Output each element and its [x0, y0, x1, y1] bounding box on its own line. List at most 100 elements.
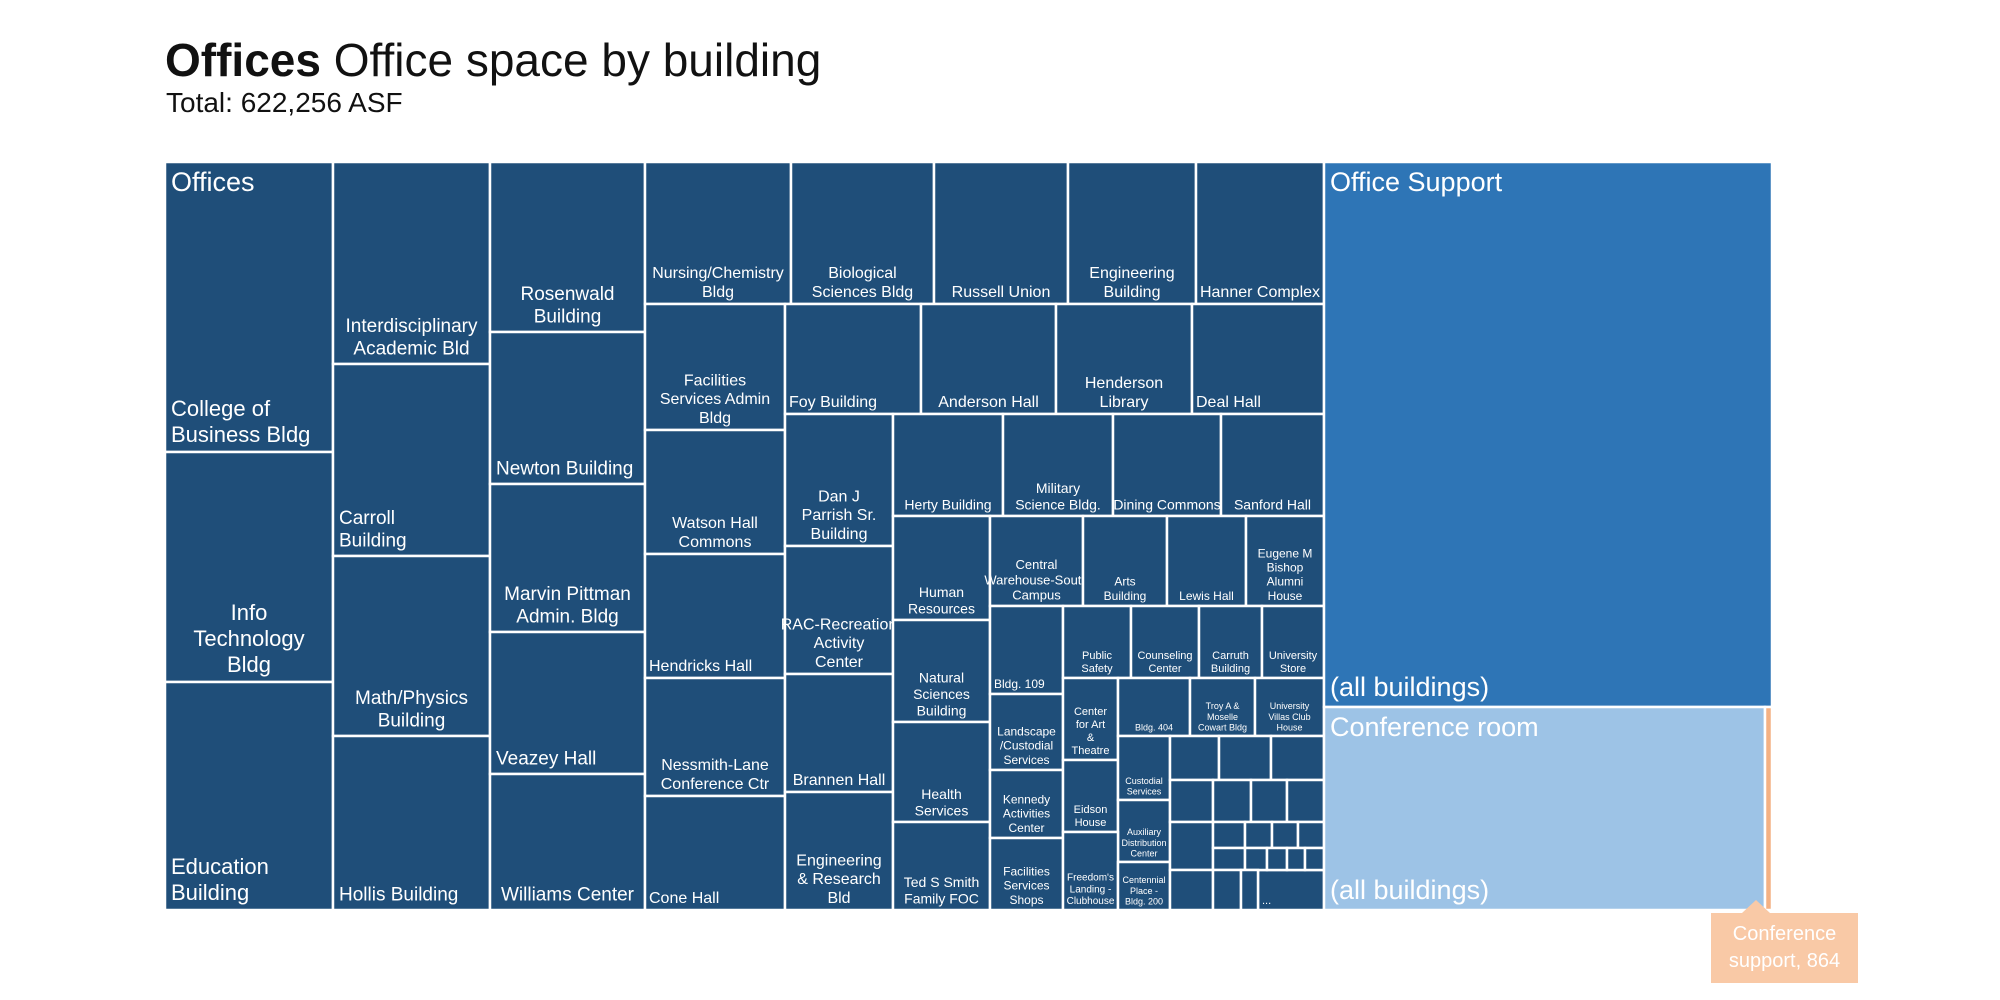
- treemap-cell-office-support: [1322, 160, 1774, 709]
- treemap-cell-carroll-building: [331, 362, 492, 558]
- treemap-cell-human-resources-label: Human Resources: [908, 584, 975, 617]
- treemap-cell-troy-a-moselle-cowart-bldg-label: Troy A & Moselle Cowart Bldg: [1198, 701, 1247, 732]
- treemap-cell-central-warehouse-south-campus: [988, 514, 1085, 608]
- treemap-cell-henderson-library-label: Henderson Library: [1085, 375, 1163, 411]
- office-support-all-buildings-label: (all buildings): [1330, 672, 1489, 702]
- treemap-cell-interdisciplinary-academic-bld: [331, 160, 492, 366]
- treemap-cell-sanford-hall: [1219, 412, 1326, 518]
- treemap-cell-small-10: [1243, 820, 1274, 850]
- treemap-cell-small-9: [1211, 820, 1247, 850]
- callout-pointer: [1742, 900, 1770, 913]
- treemap-cell-dining-commons-label: Dining Commons: [1113, 496, 1220, 512]
- group-label-offices: Offices: [171, 167, 255, 197]
- treemap-cell-ted-s-smith-family-foc: [891, 820, 992, 912]
- treemap-cell-nessmith-lane-conference-ctr: [643, 676, 787, 798]
- treemap-cell-rac-recreation-activity-center: [783, 544, 895, 676]
- treemap-cell-marvin-pittman-admin-bldg: [488, 482, 647, 634]
- chart-title-bold: Offices: [165, 34, 321, 86]
- treemap-cell-info-technology-bldg-label: Info Technology Bldg: [193, 600, 304, 677]
- treemap-cell-health-services: [891, 720, 992, 824]
- treemap-cell-military-science-bldg-label: Military Science Bldg.: [1015, 480, 1101, 513]
- treemap-cell-williams-center: [488, 772, 647, 912]
- treemap-cell-small-2: [1217, 734, 1273, 782]
- chart-subtitle: Total: 622,256 ASF: [166, 87, 403, 118]
- treemap-cell-hanner-complex: [1194, 160, 1326, 306]
- treemap-cell-newton-building: [488, 330, 647, 486]
- treemap-cell-auxiliary-distribution-center-label: Auxiliary Distribution Center: [1121, 827, 1166, 858]
- treemap-cell-natural-sciences-building-label: Natural Sciences Building: [913, 669, 970, 718]
- treemap-cell-small-3: [1269, 734, 1326, 782]
- treemap-cell-dan-j-parrish-sr-building-label: Dan J Parrish Sr. Building: [802, 488, 877, 543]
- treemap-cell-facilities-services-admin-bldg-label: Facilities Services Admin Bldg: [660, 372, 770, 427]
- treemap-cell-foy-building-label: Foy Building: [789, 394, 877, 411]
- treemap-cell-eidson-house-label: Eidson House: [1074, 804, 1108, 829]
- treemap-cell-rosenwald-building-label: Rosenwald Building: [521, 284, 615, 327]
- treemap-cell-university-store-label: University Store: [1269, 650, 1318, 675]
- treemap-cell-russell-union-label: Russell Union: [952, 284, 1051, 301]
- treemap-cell-carroll-building-label: Carroll Building: [339, 508, 407, 551]
- treemap-cell-freedom-s-landing-clubhouse-label: Freedom's Landing -Clubhouse: [1067, 873, 1115, 908]
- treemap-cell-public-safety-label: Public Safety: [1081, 650, 1113, 675]
- treemap-cell-marvin-pittman-admin-bldg-label: Marvin Pittman Admin. Bldg: [504, 584, 631, 627]
- treemap-cell-ted-s-smith-family-foc-label: Ted S Smith Family FOC: [904, 874, 979, 907]
- treemap-cell-watson-hall-commons-label: Watson Hall Commons: [672, 515, 758, 551]
- treemap-cell-education-building: [163, 680, 335, 912]
- conference-room-all-buildings-label: (all buildings): [1330, 875, 1489, 905]
- treemap-cell-herty-building-label: Herty Building: [904, 496, 991, 512]
- treemap-cell-troy-a-moselle-cowart-bldg: [1188, 676, 1257, 738]
- treemap-cell-carruth-building: [1197, 604, 1264, 680]
- treemap-cell-small-20: [1239, 868, 1260, 912]
- treemap-cell-health-services-label: Health Services: [915, 786, 969, 819]
- treemap-cell-anderson-hall-label: Anderson Hall: [938, 394, 1039, 411]
- treemap-cell-centennial-place-bldg-200-label: Centennial Place -Bldg. 200: [1122, 875, 1165, 906]
- treemap-cell-bldg-109-label: Bldg. 109: [994, 677, 1045, 691]
- treemap-cell-sanford-hall-label: Sanford Hall: [1234, 496, 1311, 512]
- treemap-cell-eugene-m-bishop-alumni-house: [1244, 514, 1326, 608]
- treemap-cell-facilities-services-shops: [988, 836, 1065, 912]
- group-label-conference-room: Conference room: [1330, 712, 1539, 742]
- treemap-cell-hendricks-hall: [643, 552, 787, 680]
- treemap-cell-kennedy-activities-center-label: Kennedy Activities Center: [1003, 793, 1050, 835]
- treemap-cell-facilities-services-shops-label: Facilities Services Shops: [1003, 865, 1050, 907]
- treemap-cell-carruth-building-label: Carruth Building: [1211, 650, 1250, 675]
- treemap-cell-small-8: [1168, 820, 1215, 872]
- treemap-cell-cone-hall-label: Cone Hall: [649, 890, 719, 907]
- treemap-cell-math-physics-building-label: Math/Physics Building: [355, 688, 468, 731]
- treemap-cell-nursing-chemistry-bldg-label: Nursing/Chemistry Bldg: [652, 265, 784, 301]
- treemap-cell-education-building-label: Education Building: [171, 854, 269, 905]
- treemap-cell-counseling-center-label: Counseling Center: [1137, 650, 1192, 675]
- treemap-cell-small-15: [1265, 846, 1289, 872]
- treemap-cell-brannen-hall-label: Brannen Hall: [793, 772, 886, 789]
- treemap-cell-henderson-library: [1054, 302, 1194, 416]
- treemap-cell-deal-hall-label: Deal Hall: [1196, 394, 1261, 411]
- treemap-cell-counseling-center: [1129, 604, 1201, 680]
- treemap-cell-custodial-services-label: Custodial Services: [1125, 776, 1163, 797]
- treemap-cell-hanner-complex-label: Hanner Complex: [1200, 284, 1320, 301]
- treemap-cell-dining-commons: [1111, 412, 1223, 518]
- treemap-cell-engineering-research-bld-label: Engineering & Research Bld: [796, 852, 881, 907]
- chart-title-rest: Office space by building: [333, 34, 822, 86]
- treemap-cell-arts-building-label: Arts Building: [1104, 575, 1147, 603]
- treemap-cell-engineering-building: [1066, 160, 1198, 306]
- treemap-cell-landscape-custodial-services-label: Landscape/Custodial Services: [997, 725, 1056, 767]
- conference-support-callout: Conference support, 864: [1711, 913, 1858, 983]
- treemap-cell-biological-sciences-bldg-label: Biological Sciences Bldg: [812, 265, 913, 301]
- treemap-cell-hollis-building: [331, 734, 492, 912]
- treemap-cell-veazey-hall-label: Veazey Hall: [496, 749, 596, 770]
- treemap-cell-small-19: [1211, 868, 1243, 912]
- treemap-cell-williams-center-label: Williams Center: [501, 885, 635, 906]
- treemap-cell-russell-union: [932, 160, 1070, 306]
- treemap-cell-small-4: [1168, 778, 1215, 824]
- treemap-cell-foy-building: [783, 302, 923, 416]
- treemap-cell-centennial-place-bldg-200: [1116, 860, 1172, 912]
- treemap-cell-university-villas-club-house-label: University Villas Club House: [1268, 701, 1310, 732]
- treemap-cell-small-1: [1168, 734, 1221, 782]
- treemap-cell-brannen-hall: [783, 672, 895, 794]
- treemap-cell-small-12: [1296, 820, 1326, 850]
- treemap-cell-rac-recreation-activity-center-label: RAC-Recreation Activity Center: [781, 616, 897, 671]
- treemap-cell-lewis-hall-label: Lewis Hall: [1179, 589, 1234, 603]
- treemap-cell-more-label: ...: [1262, 895, 1271, 907]
- treemap-cell-conference-room: [1322, 705, 1767, 912]
- treemap-cell-center-for-art-theatre-label: Center for Art & Theatre: [1072, 706, 1110, 757]
